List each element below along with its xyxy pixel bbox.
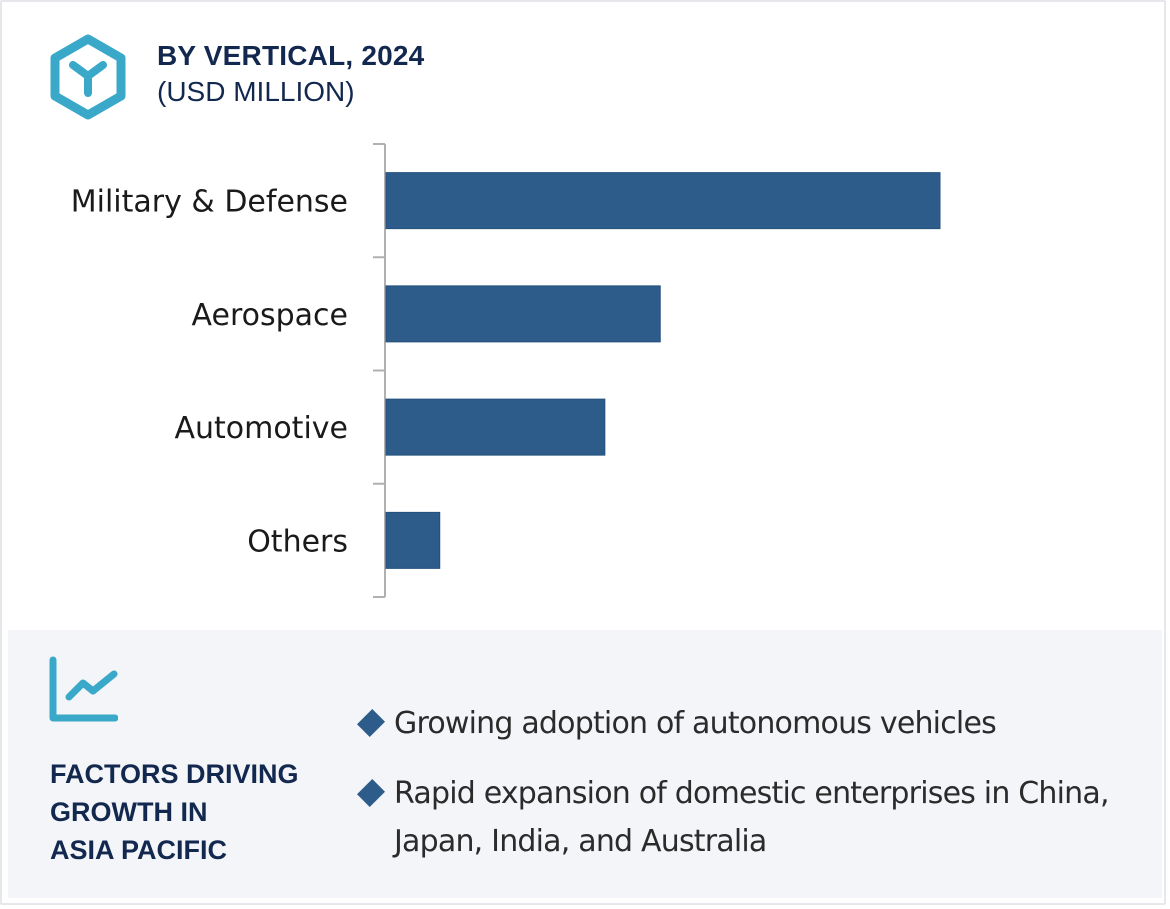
bar <box>385 398 606 456</box>
category-labels: Military & Defense Aerospace Automotive Oth… <box>71 185 348 560</box>
factors-title-line: ASIA PACIFIC <box>50 835 228 865</box>
category-axis <box>373 143 386 598</box>
chart-title: BY VERTICAL, 2024 <box>157 40 425 71</box>
bars <box>385 172 941 569</box>
factor-item: Growing adoption of autonomous vehicles <box>356 700 1140 748</box>
factors-list: Growing adoption of autonomous vehicles … <box>356 700 1140 888</box>
diamond-icon <box>356 778 386 808</box>
diamond-icon <box>356 708 386 738</box>
category-label: Aerospace <box>192 298 349 333</box>
bar <box>385 172 941 230</box>
factor-item: Rapid expansion of domestic enterprises … <box>356 770 1140 866</box>
factor-text: Growing adoption of autonomous vehicles <box>394 706 997 741</box>
factors-panel <box>8 630 1162 898</box>
hexagon-y-icon <box>50 34 126 120</box>
category-label: Others <box>247 524 348 559</box>
factors-title: FACTORS DRIVING GROWTH IN ASIA PACIFIC <box>50 755 330 869</box>
category-label: Military & Defense <box>71 185 348 220</box>
factors-title-line: GROWTH IN <box>50 797 208 827</box>
category-label: Automotive <box>174 411 348 446</box>
factors-title-line: FACTORS DRIVING <box>50 759 299 789</box>
factor-text: Rapid expansion of domestic enterprises … <box>394 776 1110 859</box>
line-chart-growth-icon <box>49 656 118 722</box>
bar <box>385 511 441 569</box>
bar <box>385 285 661 343</box>
chart-subtitle: (USD MILLION) <box>157 76 355 107</box>
bar-chart: Military & Defense Aerospace Automotive Oth… <box>71 143 941 598</box>
